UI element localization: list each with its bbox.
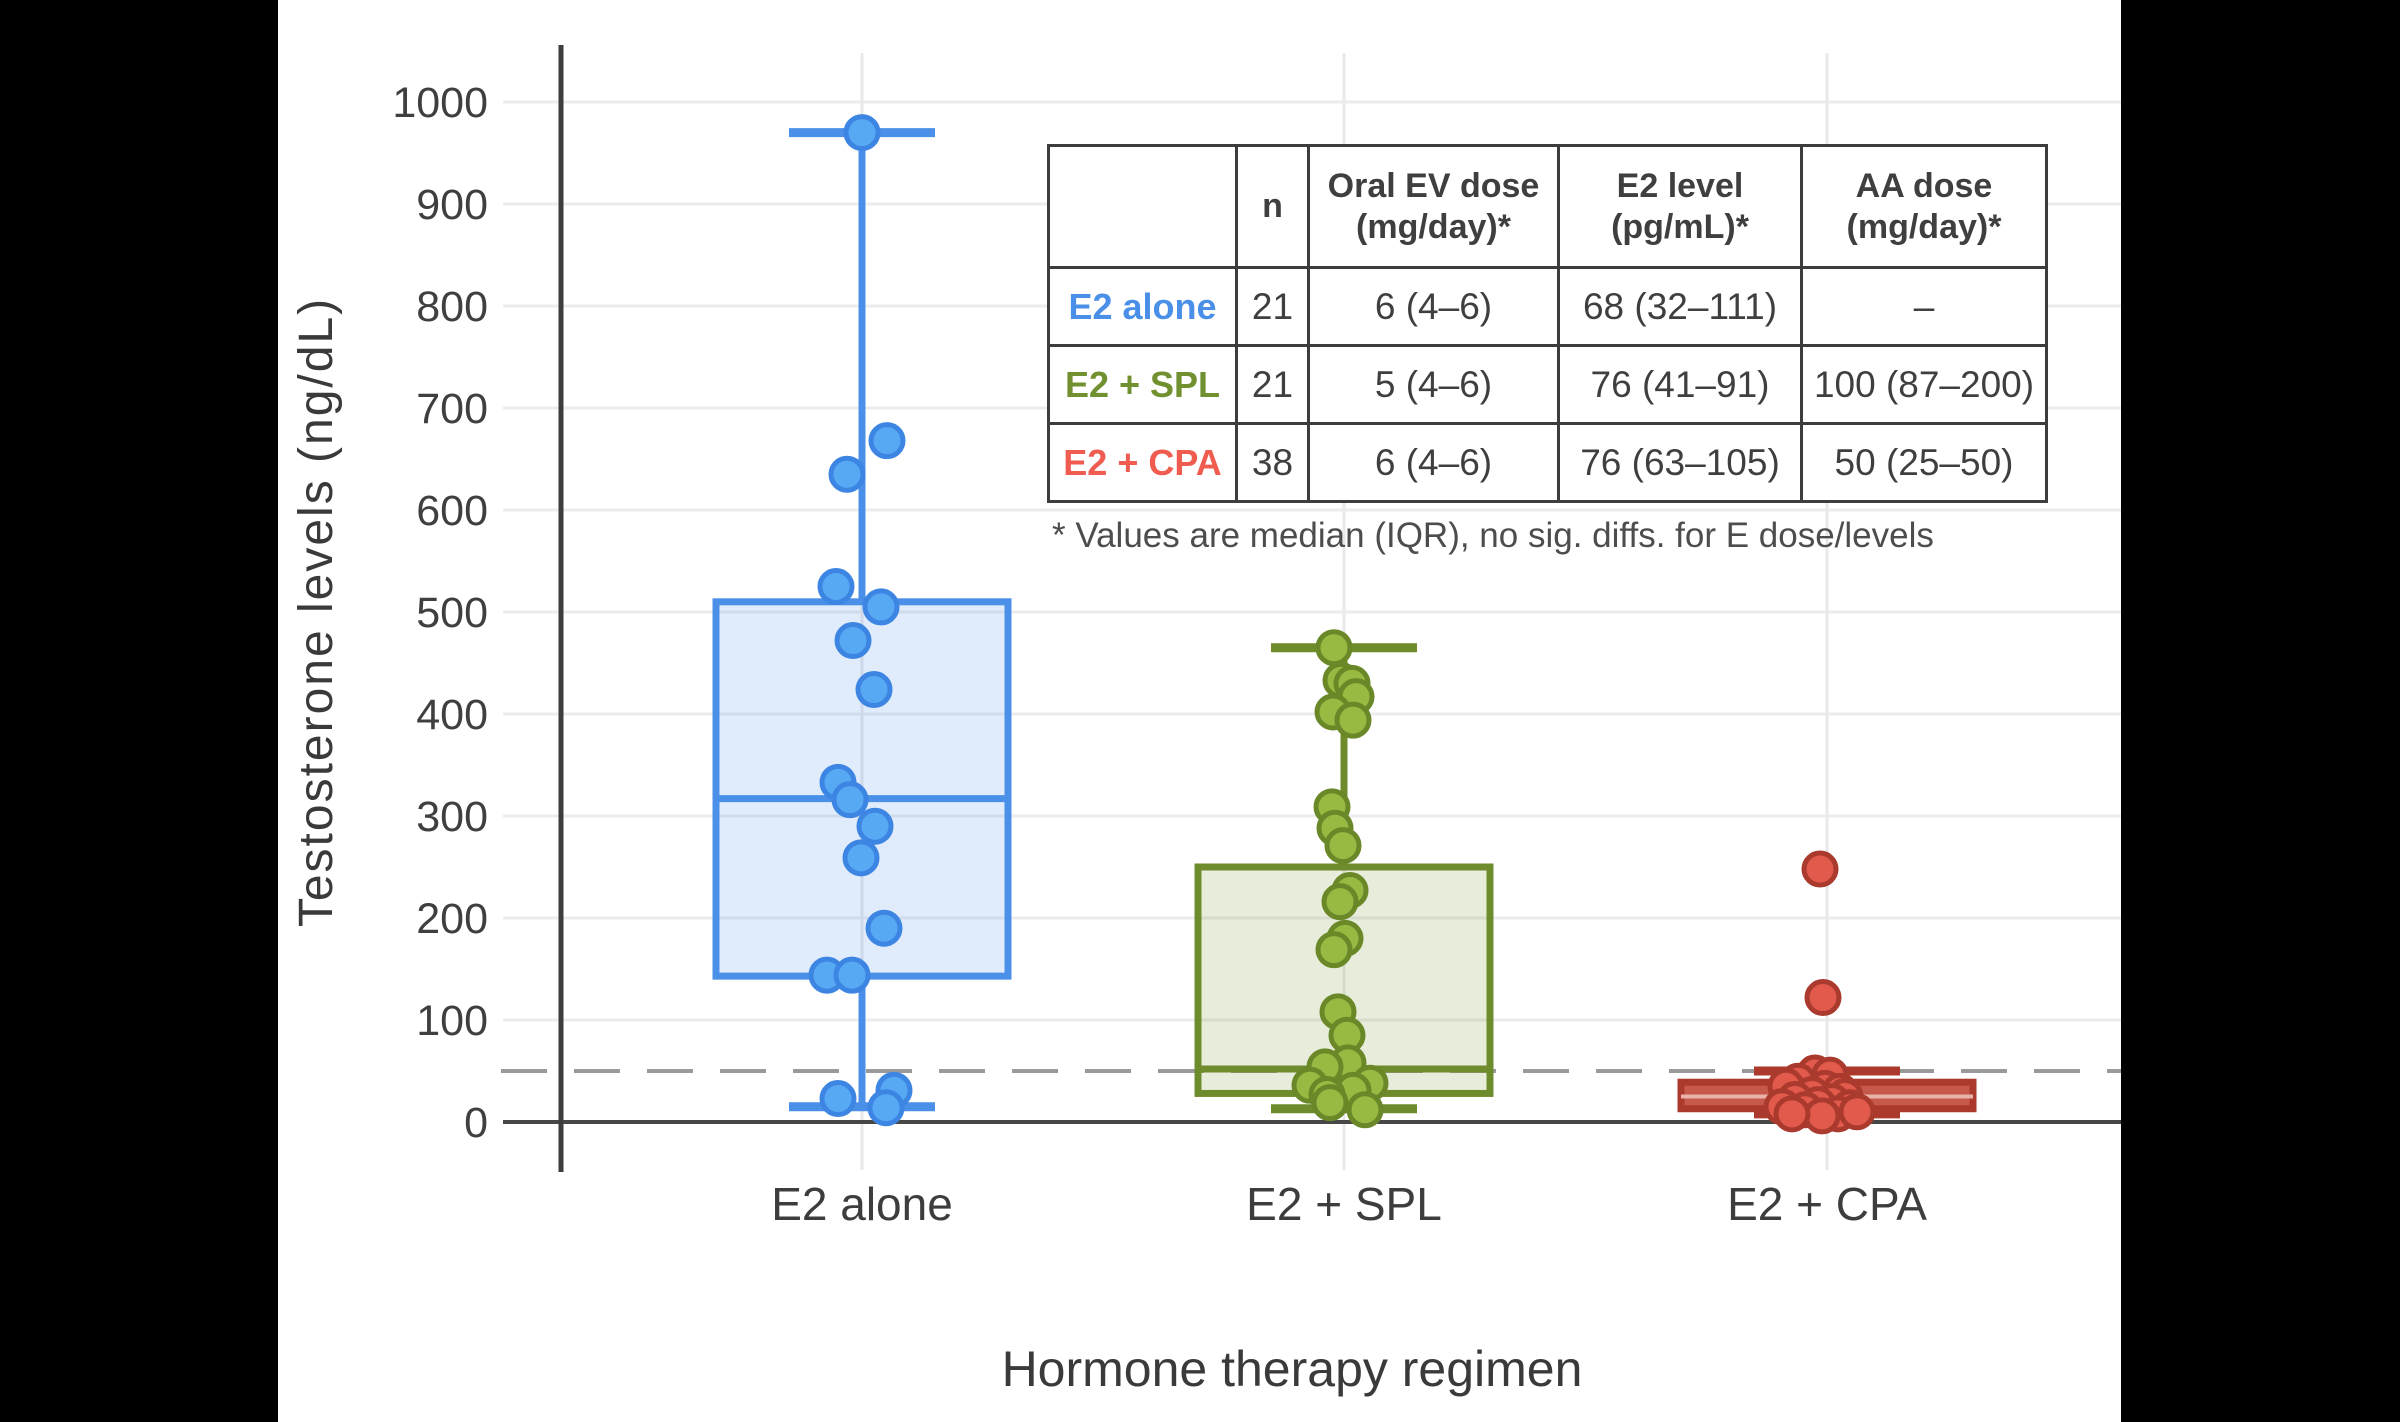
y-tick-label-700: 700 xyxy=(416,385,488,433)
data-point xyxy=(1346,1091,1384,1129)
table-row-e2-alone: E2 alone 21 6 (4–6) 68 (32–111) – xyxy=(1047,266,2048,347)
data-point xyxy=(817,568,855,605)
data-point xyxy=(867,1089,905,1127)
summary-table: n Oral EV dose (mg/day)* E2 level (pg/mL… xyxy=(1047,144,2048,503)
data-point xyxy=(842,839,880,877)
data-point xyxy=(833,956,871,994)
y-tick-label-900: 900 xyxy=(416,181,488,229)
cell-ev-e2-alone: 6 (4–6) xyxy=(1307,266,1560,347)
row-label-e2-alone: E2 alone xyxy=(1047,266,1238,347)
table-header-e2-level: E2 level (pg/mL)* xyxy=(1557,144,1803,269)
table-row-e2-cpa: E2 + CPA 38 6 (4–6) 76 (63–105) 50 (25–5… xyxy=(1047,422,2048,503)
y-tick-label-400: 400 xyxy=(416,691,488,739)
data-point xyxy=(1321,883,1359,921)
data-point xyxy=(1801,850,1839,888)
data-point xyxy=(862,588,900,626)
data-point xyxy=(1315,931,1353,969)
data-point xyxy=(1838,1093,1876,1131)
x-axis-title: Hormone therapy regimen xyxy=(1002,1341,1583,1397)
data-point xyxy=(1773,1095,1811,1133)
row-label-e2-spl: E2 + SPL xyxy=(1047,344,1238,425)
row-label-e2-cpa: E2 + CPA xyxy=(1047,422,1238,503)
cell-ev-e2-cpa: 6 (4–6) xyxy=(1307,422,1560,503)
cell-aa-e2-cpa: 50 (25–50) xyxy=(1800,422,2048,503)
data-point xyxy=(843,114,881,152)
cell-aa-e2-spl: 100 (87–200) xyxy=(1800,344,2048,425)
table-footnote: * Values are median (IQR), no sig. diffs… xyxy=(1052,516,1934,555)
data-point xyxy=(868,422,906,460)
data-point xyxy=(1315,629,1353,667)
y-tick-label-500: 500 xyxy=(416,589,488,637)
table-header-row: n Oral EV dose (mg/day)* E2 level (pg/mL… xyxy=(1047,144,2048,269)
data-point xyxy=(834,622,872,660)
data-point xyxy=(819,1080,857,1118)
category-label-2: E2 + SPL xyxy=(1246,1178,1442,1230)
y-tick-label-600: 600 xyxy=(416,487,488,535)
data-point xyxy=(1311,1084,1349,1122)
cell-e2-e2-spl: 76 (41–91) xyxy=(1557,344,1803,425)
data-point xyxy=(865,909,903,947)
y-tick-label-300: 300 xyxy=(416,793,488,841)
table-header-n: n xyxy=(1235,144,1310,269)
category-label-3: E2 + CPA xyxy=(1727,1178,1927,1230)
y-tick-label-100: 100 xyxy=(416,997,488,1045)
data-point xyxy=(855,671,893,709)
cell-ev-e2-spl: 5 (4–6) xyxy=(1307,344,1560,425)
data-point xyxy=(1804,979,1842,1017)
cell-e2-e2-alone: 68 (32–111) xyxy=(1557,266,1803,347)
cell-n-e2-cpa: 38 xyxy=(1235,422,1310,503)
data-point xyxy=(1334,701,1372,739)
cell-e2-e2-cpa: 76 (63–105) xyxy=(1557,422,1803,503)
data-point xyxy=(1803,1097,1841,1135)
table-header-ev-dose: Oral EV dose (mg/day)* xyxy=(1307,144,1560,269)
cell-n-e2-alone: 21 xyxy=(1235,266,1310,347)
data-point xyxy=(828,455,866,493)
y-tick-label-1000: 1000 xyxy=(392,79,488,127)
data-point xyxy=(831,781,869,819)
table-row-e2-spl: E2 + SPL 21 5 (4–6) 76 (41–91) 100 (87–2… xyxy=(1047,344,2048,425)
table-header-blank xyxy=(1047,144,1238,269)
cell-aa-e2-alone: – xyxy=(1800,266,2048,347)
category-label-1: E2 alone xyxy=(771,1178,953,1230)
data-point xyxy=(1324,827,1362,865)
cell-n-e2-spl: 21 xyxy=(1235,344,1310,425)
y-tick-label-200: 200 xyxy=(416,895,488,943)
table-header-aa-dose: AA dose (mg/day)* xyxy=(1800,144,2048,269)
y-axis-title: Testosterone levels (ng/dL) xyxy=(290,297,343,927)
y-tick-label-800: 800 xyxy=(416,283,488,331)
data-point xyxy=(856,807,894,845)
y-tick-label-0: 0 xyxy=(464,1099,488,1147)
